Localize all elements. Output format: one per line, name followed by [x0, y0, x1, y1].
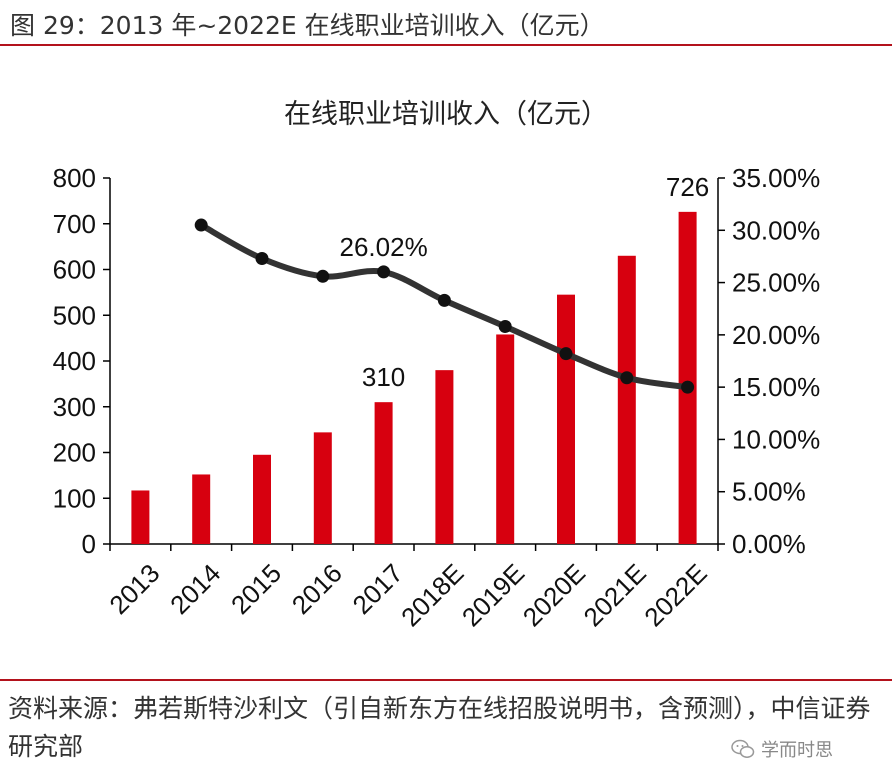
x-tick-label: 2014	[164, 558, 226, 620]
x-tick-label: 2021E	[578, 558, 652, 632]
data-label: 310	[362, 362, 405, 392]
bar-2019E	[496, 334, 515, 544]
wechat-icon	[731, 739, 755, 758]
y-left-tick-label: 700	[53, 209, 96, 239]
bar-2022E	[678, 211, 697, 545]
y-left-tick-label: 400	[53, 346, 96, 376]
x-tick-label: 2016	[286, 558, 348, 620]
line-point-2020E	[559, 347, 573, 361]
bar-2014	[192, 474, 211, 544]
y-right-tick-label: 0.00%	[732, 529, 806, 559]
watermark: 学而时思	[731, 736, 833, 762]
chart-title: 在线职业培训收入（亿元）	[284, 99, 608, 130]
line-point-2016	[316, 269, 330, 283]
bar-2013	[131, 490, 150, 544]
y-left-tick-label: 800	[53, 163, 96, 193]
x-tick-label: 2013	[103, 558, 165, 620]
y-right-tick-label: 5.00%	[732, 477, 806, 507]
bar-2021E	[617, 255, 636, 544]
y-right-tick-label: 25.00%	[732, 268, 820, 298]
bar-2017	[374, 402, 393, 544]
line-point-2018E	[437, 293, 451, 307]
line-point-2022E	[681, 380, 695, 394]
data-label: 726	[666, 172, 709, 202]
data-label: 26.02%	[340, 232, 428, 262]
chart: 在线职业培训收入（亿元） 0 100 200 300 400 500 600 700 800 0…	[53, 99, 821, 632]
y-left-tick-label: 100	[53, 483, 96, 513]
line-point-2015	[255, 252, 269, 266]
bar-2016	[313, 432, 332, 544]
y-right-tick-label: 35.00%	[732, 163, 820, 193]
y-left-tick-label: 600	[53, 255, 96, 285]
x-ticks: 201320142015201620172018E2019E2020E2021E…	[103, 544, 719, 632]
y-left-tick-label: 0	[82, 529, 96, 559]
y-left-tick-label: 500	[53, 300, 96, 330]
top-rule	[0, 44, 892, 46]
y-right-tick-label: 10.00%	[732, 424, 820, 454]
y-right-ticks: 0.00% 5.00% 10.00% 15.00% 20.00% 25.00% 30.00%…	[718, 163, 820, 559]
line-point-2014	[194, 218, 208, 232]
figure-title: 图 29：2013 年~2022E 在线职业培训收入（亿元）	[10, 11, 605, 40]
y-right-tick-label: 20.00%	[732, 320, 820, 350]
bar-2018E	[435, 370, 454, 544]
data-labels: 310 726 26.02%	[340, 172, 710, 392]
x-tick-label: 2022E	[638, 558, 712, 632]
y-left-tick-label: 200	[53, 438, 96, 468]
y-right-tick-label: 30.00%	[732, 215, 820, 245]
y-left-ticks: 0 100 200 300 400 500 600 700 800	[53, 163, 110, 559]
bar-2020E	[557, 294, 575, 544]
x-tick-label: 2020E	[517, 558, 591, 632]
line-series	[194, 218, 695, 394]
x-tick-label: 2019E	[456, 558, 530, 632]
y-left-tick-label: 300	[53, 392, 96, 422]
line-point-2019E	[498, 319, 512, 333]
y-right-tick-label: 15.00%	[732, 372, 820, 402]
x-tick-label: 2015	[225, 558, 287, 620]
line-point-2017	[377, 265, 391, 279]
x-tick-label: 2018E	[395, 558, 469, 632]
source-note: 资料来源：弗若斯特沙利文（引自新东方在线招股说明书，含预测），中信证券研究部	[8, 694, 871, 761]
watermark-text: 学而时思	[761, 740, 833, 761]
bar-2015	[253, 454, 271, 544]
bottom-rule	[0, 679, 892, 681]
line-point-2021E	[620, 371, 634, 385]
